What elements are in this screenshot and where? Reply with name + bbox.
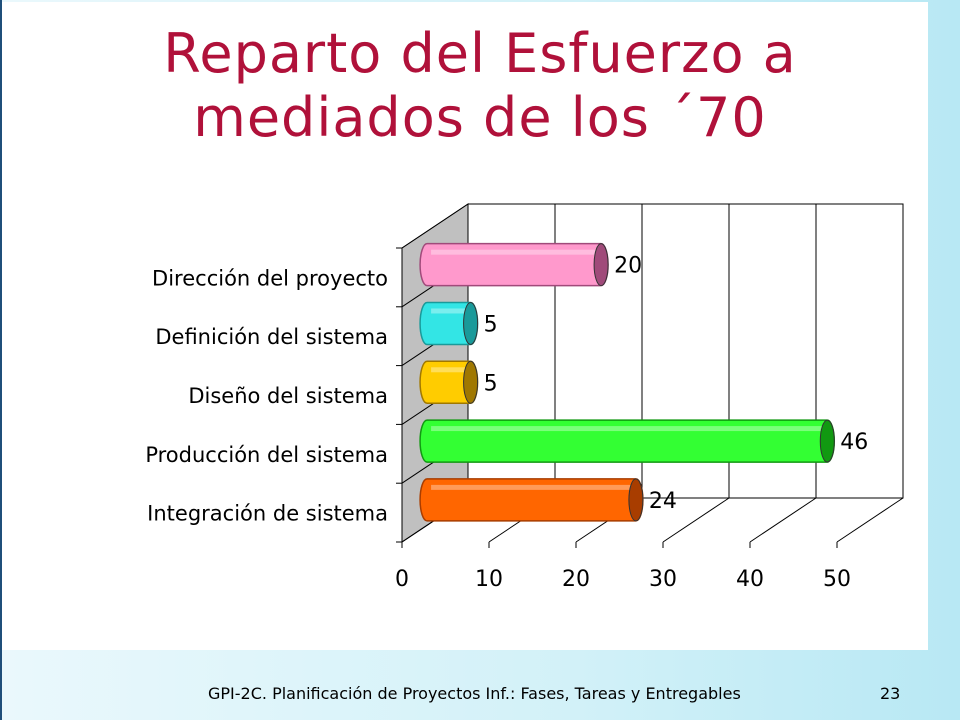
bar-4 bbox=[419, 478, 644, 522]
floor-line-50 bbox=[836, 497, 904, 543]
bar-cap-0 bbox=[593, 243, 609, 287]
page-number: 23 bbox=[880, 684, 901, 703]
wall-line-0 bbox=[401, 203, 469, 249]
category-label-4: Integración de sistema bbox=[147, 502, 388, 526]
category-label-2: Diseño del sistema bbox=[188, 384, 388, 408]
x-tick-label-0: 0 bbox=[395, 567, 409, 592]
bar-cap-1 bbox=[463, 301, 479, 345]
data-label-0: 20 bbox=[614, 254, 642, 279]
footer-text: GPI-2C. Planificación de Proyectos Inf.:… bbox=[208, 684, 741, 703]
bar-highlight-3 bbox=[431, 426, 824, 432]
bar-1 bbox=[419, 301, 479, 346]
x-tick-label-40: 40 bbox=[736, 567, 764, 592]
bar-0 bbox=[419, 242, 609, 287]
slide-title: Reparto del Esfuerzo a mediados de los ´… bbox=[0, 22, 960, 150]
slide-footer: GPI-2C. Planificación de Proyectos Inf.:… bbox=[0, 680, 960, 710]
floor-line-30 bbox=[662, 497, 730, 543]
title-line-1: Reparto del Esfuerzo a bbox=[163, 22, 797, 85]
bar-highlight-0 bbox=[431, 249, 598, 255]
x-tick-label-50: 50 bbox=[823, 567, 851, 592]
data-label-2: 5 bbox=[484, 371, 498, 396]
bar-3 bbox=[419, 419, 836, 463]
slide-edge bbox=[0, 0, 2, 720]
bar-highlight-4 bbox=[431, 484, 632, 490]
bar-cap-3 bbox=[819, 419, 835, 463]
bar-2 bbox=[419, 360, 479, 405]
data-label-1: 5 bbox=[484, 312, 498, 337]
bar-cap-2 bbox=[463, 360, 479, 404]
floor-line-40 bbox=[749, 497, 817, 543]
x-tick-label-30: 30 bbox=[649, 567, 677, 592]
data-label-4: 24 bbox=[649, 489, 677, 514]
category-label-0: Dirección del proyecto bbox=[152, 266, 388, 290]
bar-highlight-2 bbox=[431, 367, 467, 373]
bar-cap-4 bbox=[628, 478, 644, 522]
bar-highlight-1 bbox=[431, 308, 467, 314]
chart-bars bbox=[419, 242, 836, 522]
x-tick-label-20: 20 bbox=[562, 567, 590, 592]
data-label-3: 46 bbox=[840, 430, 868, 455]
x-tick-label-10: 10 bbox=[475, 567, 503, 592]
category-label-1: Definición del sistema bbox=[155, 325, 388, 349]
chart-labels: 0 10 20 30 40 50 20 Dirección del proyecto 5 Defi… bbox=[145, 254, 868, 592]
category-label-3: Producción del sistema bbox=[145, 443, 388, 467]
title-line-2: mediados de los ´70 bbox=[193, 86, 767, 149]
